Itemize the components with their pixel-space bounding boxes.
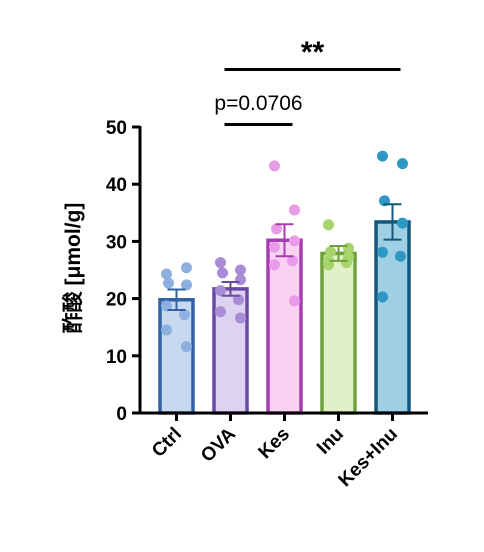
significance-label: p=0.0706 [214, 92, 302, 115]
data-point [269, 160, 280, 172]
data-point [181, 262, 192, 274]
data-point [325, 246, 336, 258]
y-tick-label: 20 [106, 290, 127, 311]
data-point [323, 259, 334, 271]
x-tick-label: Ctrl [148, 424, 186, 462]
data-points [161, 150, 408, 353]
data-point [341, 257, 352, 269]
data-point [181, 341, 192, 353]
x-tick-label: Kes+Inu [335, 424, 402, 491]
data-point [235, 312, 246, 324]
x-tick-label: Inu [313, 424, 348, 459]
x-tick-label: Kes [255, 424, 294, 463]
data-point [323, 219, 334, 231]
data-point [163, 277, 174, 289]
data-point [235, 264, 246, 276]
y-tick-label: 30 [106, 232, 127, 253]
data-point [161, 324, 172, 336]
y-tick-label: 50 [106, 118, 127, 139]
data-point [397, 217, 408, 229]
data-point [215, 257, 226, 269]
y-axis: 0 10 20 30 40 50 [106, 118, 142, 425]
bar-inu [320, 251, 357, 415]
data-point [235, 274, 246, 286]
data-point [395, 250, 406, 262]
y-tick-label: 0 [116, 404, 127, 425]
data-point [289, 295, 300, 307]
data-point [215, 306, 226, 318]
data-point [269, 259, 280, 271]
data-point [179, 309, 190, 321]
y-axis-label: 酢酸 [μmol/g] [61, 203, 85, 334]
y-tick-label: 40 [106, 175, 127, 196]
data-point [217, 267, 228, 279]
significance-annotations: p=0.0706 ** [214, 36, 401, 126]
data-point [269, 241, 280, 253]
data-point [181, 279, 192, 291]
data-point [377, 150, 388, 162]
significance-label: ** [301, 36, 325, 69]
data-point [271, 223, 282, 235]
data-point [287, 255, 298, 267]
data-point [161, 300, 172, 312]
x-tick-label: OVA [197, 423, 240, 466]
data-point [377, 246, 388, 258]
data-point [377, 291, 388, 303]
data-point [289, 204, 300, 216]
data-point [289, 235, 300, 247]
data-point [233, 294, 244, 306]
data-point [161, 268, 172, 280]
error-bars [167, 203, 402, 312]
data-point [215, 285, 226, 297]
y-tick-label: 10 [106, 347, 127, 368]
data-point [397, 158, 408, 170]
